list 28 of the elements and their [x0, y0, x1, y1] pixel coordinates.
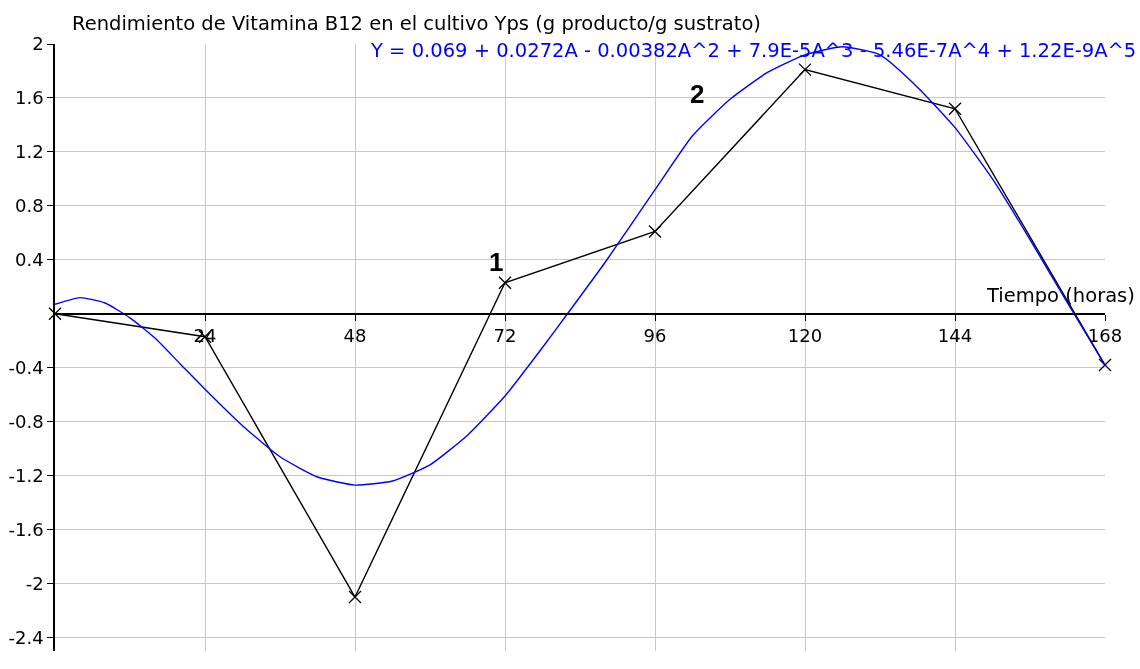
x-tick-label: 168 — [1087, 325, 1123, 347]
point — [1098, 358, 1112, 372]
point — [48, 307, 62, 321]
point — [648, 224, 662, 239]
y-tick-label: -1.2 — [8, 464, 44, 486]
y-tick-label: -2 — [25, 572, 44, 594]
x-tick-label: 120 — [787, 325, 823, 347]
y-tick-label: 2 — [32, 33, 44, 55]
y-tick-label: -2.4 — [8, 626, 44, 648]
x-axis-title: Tiempo (horas) — [986, 284, 1135, 307]
x-tick-label: 144 — [937, 325, 973, 347]
point — [798, 62, 812, 77]
point — [948, 102, 962, 116]
y-tick-label: 1.6 — [15, 87, 44, 109]
y-tick-label: 0.4 — [15, 249, 44, 271]
x-tick-label: 72 — [493, 325, 517, 347]
annotation: 2 — [690, 79, 705, 109]
y-tick-label: -1.6 — [8, 518, 44, 540]
y-axis-title: Rendimiento de Vitamina B12 en el cultivo Yps (g producto/g sustrato) — [72, 12, 761, 35]
y-tick-label: -0.4 — [8, 357, 44, 379]
point — [498, 276, 512, 290]
y-tick-label: -0.8 — [8, 410, 44, 432]
point — [348, 590, 362, 604]
annotation: 1 — [489, 247, 504, 277]
y-tick-label: 1.2 — [15, 141, 44, 163]
x-tick-label: 96 — [643, 325, 667, 347]
y-tick-label: 0.8 — [15, 195, 44, 217]
x-tick-label: 48 — [343, 325, 367, 347]
